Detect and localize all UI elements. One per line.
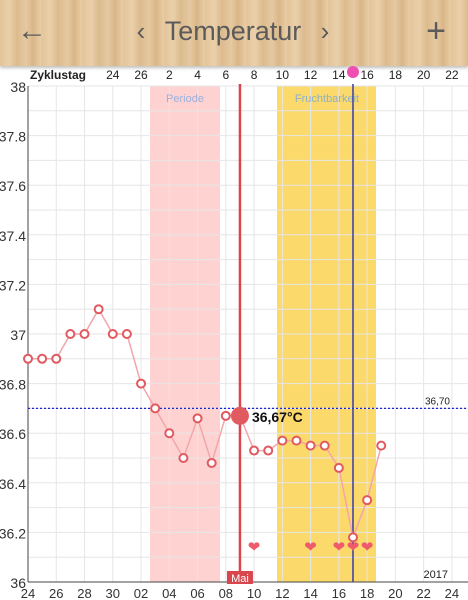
temperature-point [376, 440, 387, 451]
year-label: 2017 [424, 569, 448, 581]
temperature-point [249, 445, 260, 456]
temperature-point [333, 462, 344, 473]
date-tick: 20 [388, 586, 402, 600]
cycle-day-tick: 20 [417, 68, 431, 82]
temperature-point [37, 353, 48, 364]
temperature-point [362, 495, 373, 506]
back-arrow-icon[interactable]: ← [17, 14, 47, 47]
temperature-point [277, 435, 288, 446]
cycle-day-tick: 16 [360, 68, 374, 82]
cycle-day-tick: 4 [194, 68, 201, 82]
date-tick: 14 [303, 586, 317, 600]
y-tick-label: 37 [10, 327, 26, 343]
selected-temperature-label: 36,67°C [252, 409, 303, 425]
temperature-chart[interactable]: Periode Fruchtbarkeit 38 37.8 37.6 37.4 37.2 37… [0, 62, 468, 600]
cycle-day-tick: 22 [445, 68, 459, 82]
temperature-point [107, 329, 118, 339]
month-label-box [226, 571, 253, 584]
date-tick: 08 [219, 586, 233, 600]
temperature-point [93, 304, 104, 315]
period-band-label: Periode [166, 93, 204, 105]
date-tick: 04 [162, 586, 176, 600]
temperature-point [347, 532, 358, 543]
temperature-point [206, 457, 217, 468]
y-tick-label: 36.8 [0, 377, 26, 393]
y-tick-label: 37.8 [0, 129, 26, 145]
date-tick: 06 [190, 586, 204, 600]
cycle-day-tick: 26 [134, 68, 148, 82]
cycle-day-tick: 18 [389, 68, 403, 82]
temperature-point [263, 445, 274, 456]
temperature-point [23, 353, 33, 364]
date-tick: 30 [106, 586, 120, 600]
temperature-point [192, 413, 203, 424]
month-label: Mai [231, 573, 249, 585]
temperature-point [178, 453, 189, 463]
date-tick: 10 [247, 586, 261, 600]
y-tick-label: 36.6 [0, 426, 26, 442]
y-tick-label: 37.4 [0, 228, 26, 244]
cycle-day-tick: 2 [166, 68, 173, 82]
temperature-point [121, 329, 132, 339]
heart-icon: ❤ [361, 539, 374, 556]
temperature-point [79, 329, 90, 339]
temperature-point [164, 428, 175, 439]
y-tick-label: 37.6 [0, 178, 26, 194]
cycle-day-tick: 6 [222, 68, 229, 82]
selected-temperature-point [230, 406, 249, 425]
y-tick-label: 37.2 [0, 277, 26, 293]
heart-icon: ❤ [347, 539, 360, 556]
temperature-point [305, 440, 316, 451]
cycle-day-tick: 10 [276, 68, 290, 82]
date-tick: 28 [77, 586, 91, 600]
date-tick: 22 [416, 586, 430, 600]
fertile-band-label: Fruchtbarkeit [295, 93, 359, 105]
heart-icon: ❤ [248, 539, 261, 556]
y-tick-label: 36 [10, 575, 26, 591]
cycle-day-tick: 12 [304, 68, 318, 82]
temperature-point [51, 353, 62, 364]
date-tick: 16 [332, 586, 346, 600]
cycle-day-axis-label: Zyklustag [30, 68, 86, 82]
cycle-day-tick: 8 [251, 68, 258, 82]
page-title: Temperatur [164, 16, 302, 46]
temperature-point [220, 410, 231, 421]
temperature-point [291, 435, 302, 446]
previous-chevron-icon[interactable]: ‹ [136, 16, 146, 46]
y-tick-label: 36.4 [0, 476, 26, 492]
date-tick: 26 [49, 586, 63, 600]
temperature-point [136, 378, 147, 389]
heart-icon: ❤ [304, 539, 317, 556]
ovulation-marker-dot [346, 66, 359, 78]
temperature-point [65, 329, 76, 339]
date-tick: 12 [275, 586, 289, 600]
date-tick: 24 [445, 586, 459, 600]
add-plus-icon[interactable]: + [426, 12, 446, 50]
heart-icon: ❤ [333, 539, 346, 556]
next-chevron-icon[interactable]: › [320, 16, 330, 46]
date-tick: 18 [360, 586, 374, 600]
cycle-day-tick: 14 [332, 68, 346, 82]
date-tick: 02 [134, 586, 148, 600]
temperature-point [150, 403, 161, 414]
y-tick-label: 38 [10, 79, 26, 95]
y-tick-label: 36.2 [0, 525, 26, 541]
toolbar: ← ‹ Temperatur › + [0, 0, 468, 66]
date-tick: 24 [21, 586, 35, 600]
cover-line-label: 36,70 [425, 396, 450, 407]
temperature-point [319, 440, 330, 451]
cycle-day-tick: 24 [106, 68, 120, 82]
